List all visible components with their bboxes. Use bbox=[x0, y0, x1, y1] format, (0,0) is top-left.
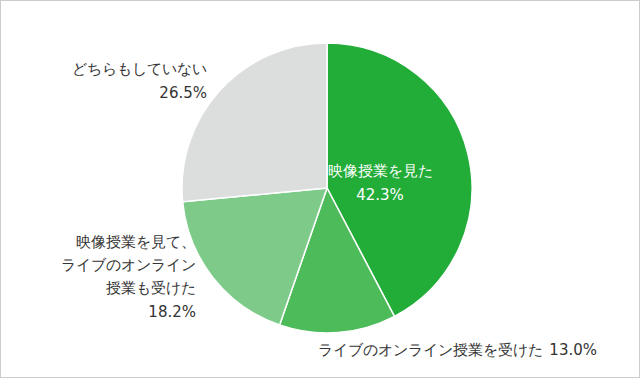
category-label-line: ライブのオンライン bbox=[61, 256, 196, 274]
category-label: 映像授業を見た bbox=[328, 162, 433, 180]
value-label: 42.3% bbox=[356, 186, 404, 204]
category-label: 映像授業を見て、ライブのオンライン授業も受けた bbox=[61, 233, 196, 297]
slice bbox=[183, 188, 327, 325]
slices bbox=[182, 43, 472, 333]
frame bbox=[1, 1, 640, 378]
value-label: 26.5% bbox=[159, 84, 207, 102]
value-label: 13.0% bbox=[549, 341, 597, 359]
category-label-line: どちらもしていない bbox=[72, 60, 207, 78]
category-label-line: 映像授業を見た bbox=[328, 162, 433, 180]
category-label-line: 映像授業を見て、 bbox=[76, 233, 196, 251]
category-label-line: 授業も受けた bbox=[106, 279, 196, 297]
category-label: ライブのオンライン授業を受けた bbox=[318, 341, 543, 359]
category-label: どちらもしていない bbox=[72, 60, 207, 78]
labels: 映像授業を見た 42.3% ライブのオンライン授業を受けた 13.0% 映像授業を見て、… bbox=[61, 60, 597, 359]
chart: 映像授業を見た 42.3% ライブのオンライン授業を受けた 13.0% 映像授業を見て、… bbox=[0, 0, 640, 378]
value-label: 18.2% bbox=[148, 303, 196, 321]
slice-label: ライブのオンライン授業を受けた 13.0% bbox=[318, 341, 597, 359]
